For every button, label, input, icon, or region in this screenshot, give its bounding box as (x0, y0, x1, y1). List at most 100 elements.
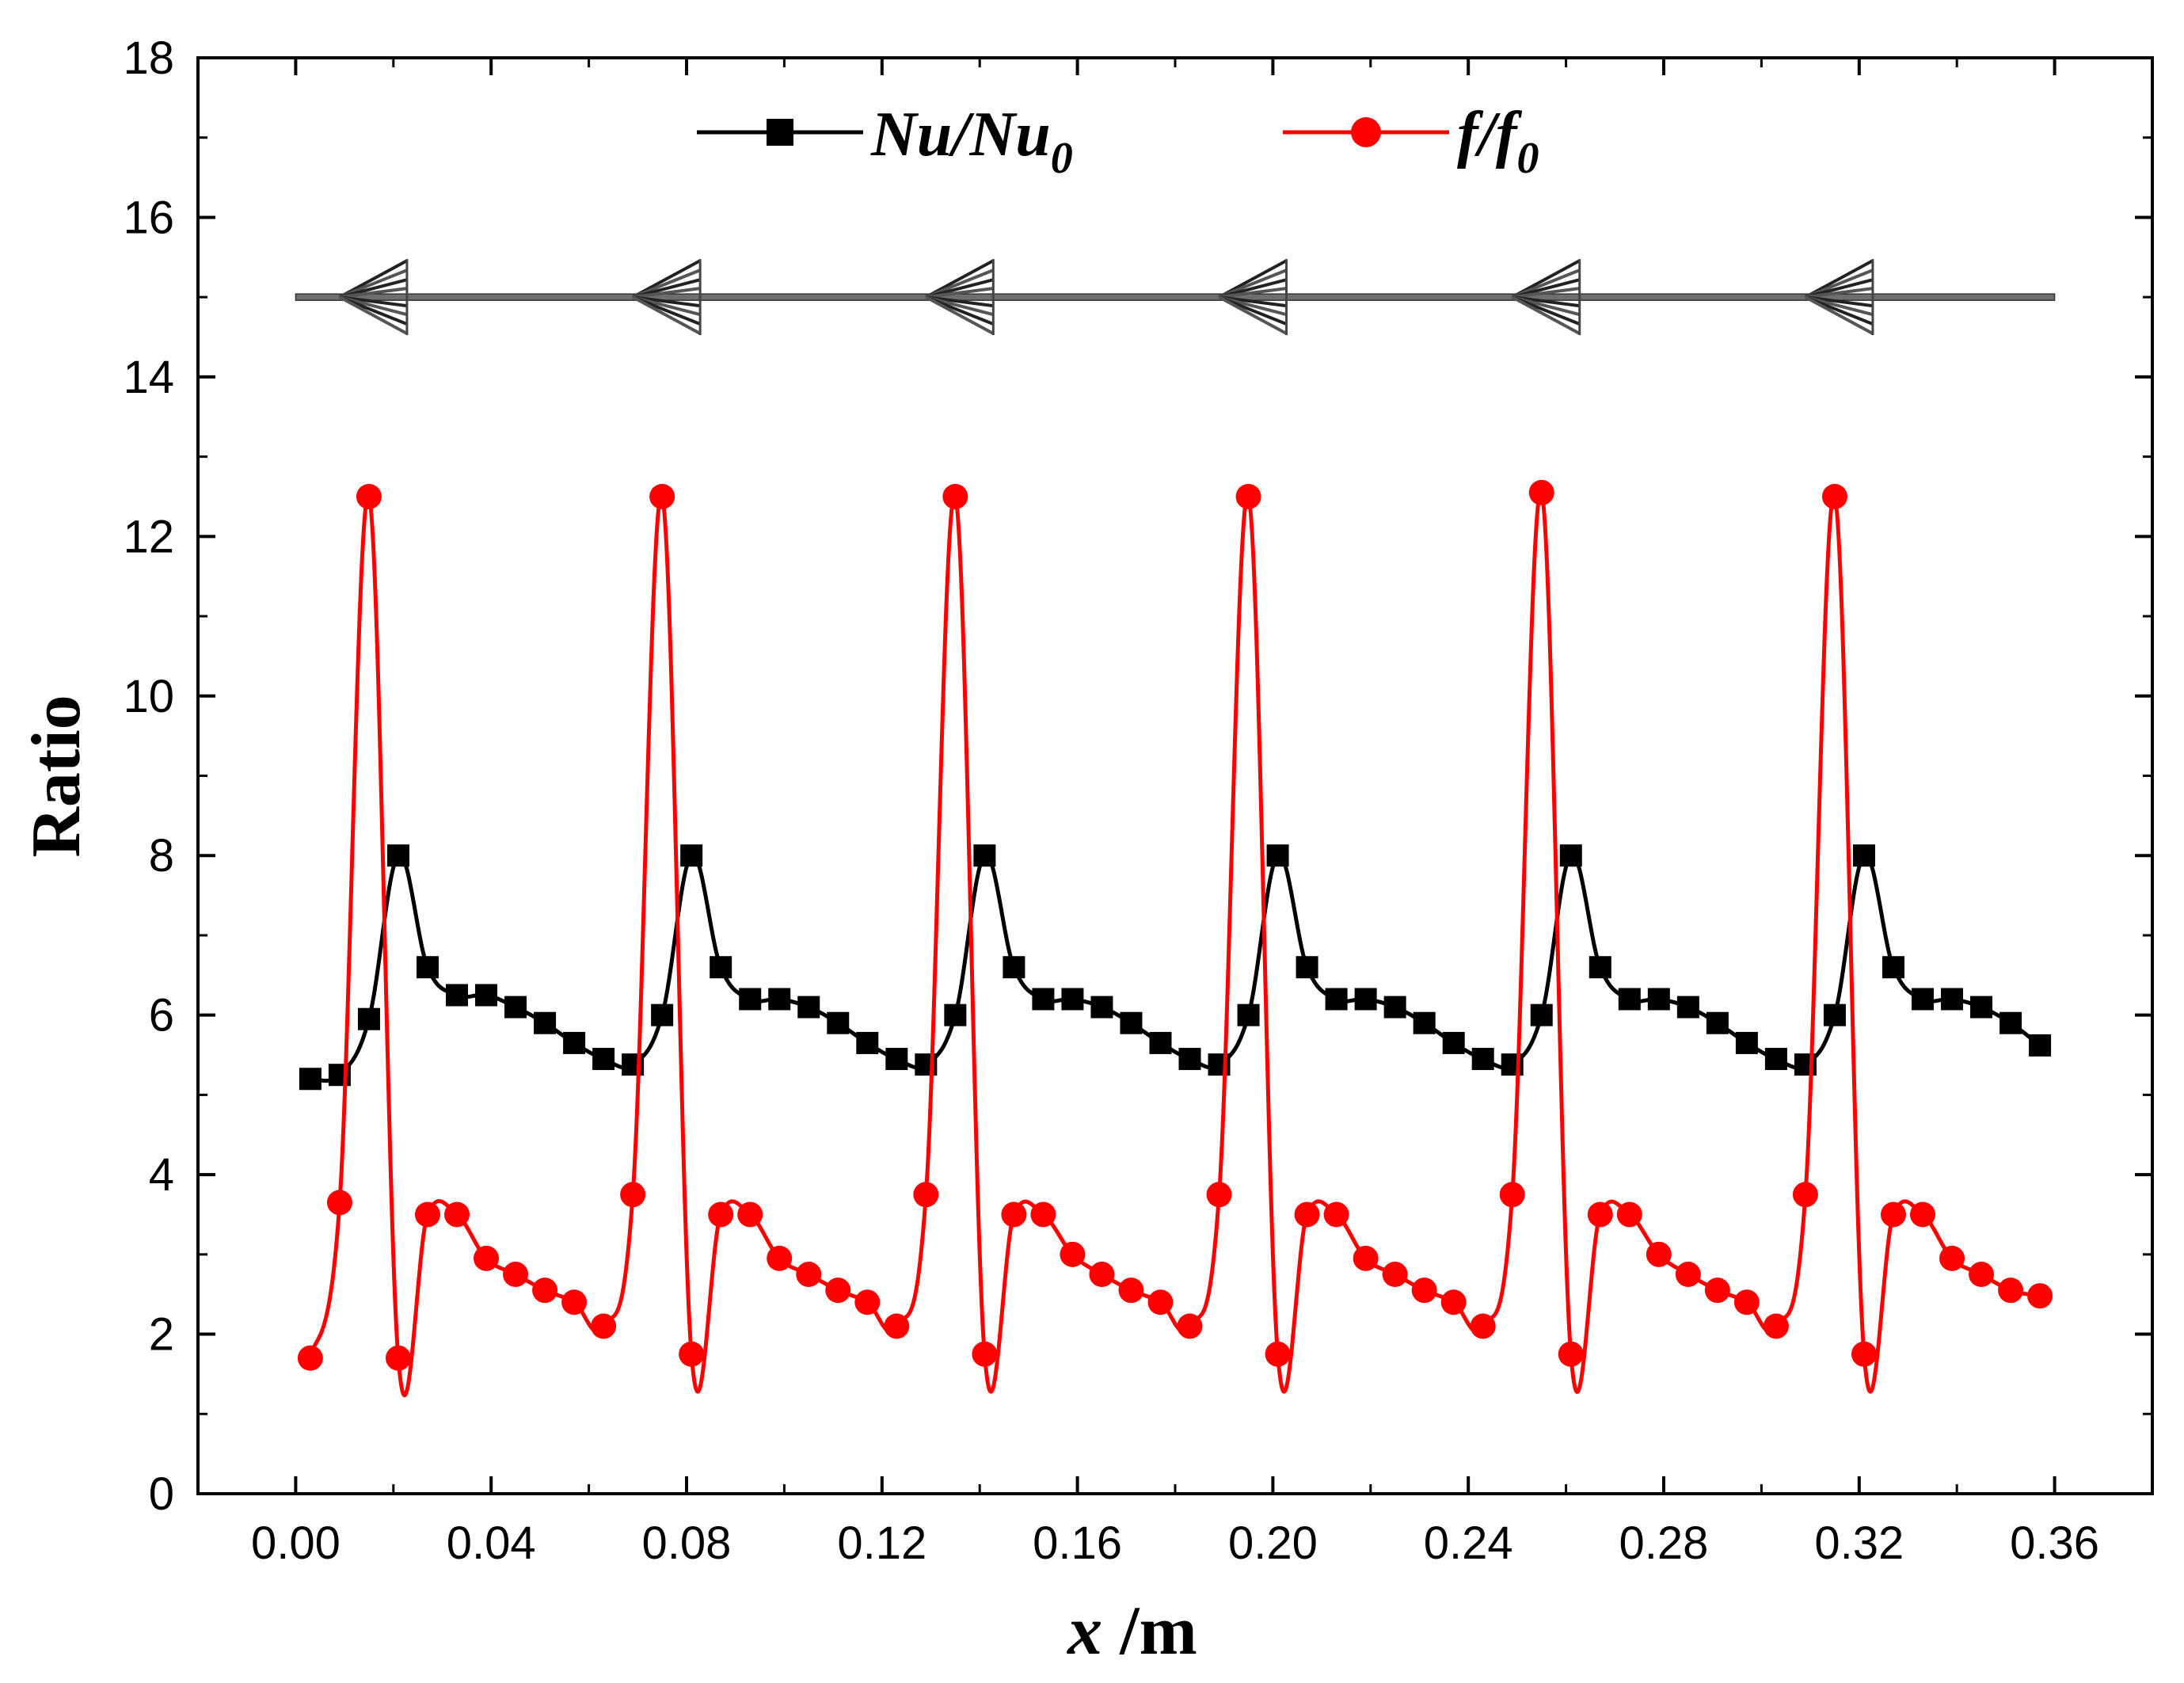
f-data-point (503, 1262, 529, 1288)
x-tick-label: 0.32 (1814, 1517, 1904, 1569)
f-data-point (1001, 1201, 1027, 1228)
y-tick-label: 10 (123, 671, 174, 722)
f-data-point (1675, 1262, 1701, 1288)
conical-insert (1218, 259, 1288, 336)
f-data-point (326, 1190, 352, 1216)
f-data-point (1060, 1241, 1086, 1267)
f-data-point (1646, 1241, 1672, 1267)
y-axis-title: Ratio (18, 695, 95, 857)
y-tick-label: 6 (149, 990, 174, 1041)
insert-blade (1511, 295, 1581, 335)
f-data-point (1880, 1201, 1906, 1228)
nu-data-point (680, 844, 703, 867)
insert-blade (925, 295, 995, 335)
f-data-point (1470, 1313, 1496, 1339)
nu-data-point (1442, 1031, 1465, 1054)
f-data-point (1030, 1201, 1056, 1228)
y-tick-label: 16 (123, 192, 174, 243)
nu-data-point (1003, 956, 1025, 979)
nu-data-point (446, 984, 469, 1007)
nu-data-point (1032, 988, 1055, 1011)
y-tick-label: 14 (123, 352, 174, 403)
legend-label-f: f/f0 (1457, 100, 1539, 183)
nu-data-point (1090, 996, 1113, 1019)
nu-data-point (1178, 1048, 1201, 1071)
nu-data-point (1735, 1031, 1758, 1054)
legend-label-nu: Nu/Nu0 (870, 100, 1073, 183)
nu-data-point (2029, 1034, 2052, 1057)
f-data-point (1528, 479, 1554, 505)
f-data-point (1969, 1262, 1995, 1288)
nu-data-point (475, 984, 498, 1007)
x-tick-label: 0.04 (447, 1517, 536, 1569)
y-tick-label: 4 (149, 1149, 174, 1201)
nu-data-point (592, 1048, 615, 1071)
f-data-point (942, 483, 968, 509)
insert-blade (338, 295, 408, 335)
f-data-point (1910, 1201, 1936, 1228)
f-data-point (1235, 483, 1261, 509)
f-data-point (532, 1277, 558, 1304)
f-data-point (649, 483, 675, 509)
y-tick-label: 8 (149, 830, 174, 881)
nu-data-point (827, 1011, 850, 1034)
f-data-point (737, 1201, 763, 1228)
nu-data-point (563, 1031, 586, 1054)
insert-blade (1219, 287, 1287, 299)
f-data-point (1089, 1262, 1115, 1288)
f-data-point (1382, 1262, 1408, 1288)
f-data-point (385, 1345, 411, 1371)
nu-data-point (1647, 988, 1670, 1011)
insert-blade (926, 287, 994, 299)
f-data-point (679, 1341, 705, 1367)
nu-data-point (1354, 988, 1377, 1011)
insert-blade (339, 287, 408, 299)
conical-insert (1511, 259, 1581, 336)
conical-insert (632, 259, 702, 336)
conical-insert (925, 259, 995, 336)
legend-marker-nu (767, 119, 793, 146)
nu-data-point (357, 1007, 380, 1030)
f-data-point (1294, 1201, 1320, 1228)
f-data-point (1147, 1289, 1174, 1316)
nu-data-point (1706, 1011, 1729, 1034)
nu-data-point (856, 1031, 879, 1054)
f-data-point (913, 1182, 939, 1208)
f-data-point (297, 1345, 323, 1371)
legend: Nu/Nu0 f/f0 (697, 100, 1539, 183)
nu-data-point (739, 988, 762, 1011)
nu-data-point (1559, 844, 1582, 867)
y-tick-label: 2 (149, 1309, 174, 1361)
nu-data-point (1237, 1003, 1260, 1026)
f-data-point (972, 1341, 998, 1367)
f-data-point (767, 1245, 793, 1271)
x-tick-label: 0.16 (1033, 1517, 1122, 1569)
x-tick-label: 0.00 (251, 1517, 341, 1569)
nu-data-point (1149, 1031, 1172, 1054)
y-tick-label: 12 (123, 511, 174, 562)
nu-data-point (1941, 988, 1964, 1011)
nu-data-point (797, 996, 820, 1019)
x-tick-label: 0.36 (2010, 1517, 2099, 1569)
f-data-point (561, 1289, 588, 1316)
f-data-point (1265, 1341, 1291, 1367)
insert-blade (1805, 287, 1874, 299)
nu-data-point (710, 956, 732, 979)
nu-data-point (504, 996, 527, 1019)
nu-data-point (1823, 1003, 1846, 1026)
f-data-point (796, 1262, 822, 1288)
tube-insert-schematic (295, 259, 2056, 336)
x-tick-label: 0.24 (1424, 1517, 1513, 1569)
nu-data-point (1676, 996, 1699, 1019)
f-data-point (414, 1201, 440, 1228)
f-data-point (1587, 1201, 1613, 1228)
f-data-point (854, 1289, 881, 1316)
conical-insert (1804, 259, 1874, 336)
insert-blade (1218, 295, 1288, 335)
nu-data-point (1618, 988, 1641, 1011)
x-axis-title: x /m (1066, 1593, 1197, 1670)
f-data-point (1939, 1245, 1965, 1271)
legend-marker-f (1351, 117, 1381, 147)
f-data-point (1704, 1277, 1730, 1304)
